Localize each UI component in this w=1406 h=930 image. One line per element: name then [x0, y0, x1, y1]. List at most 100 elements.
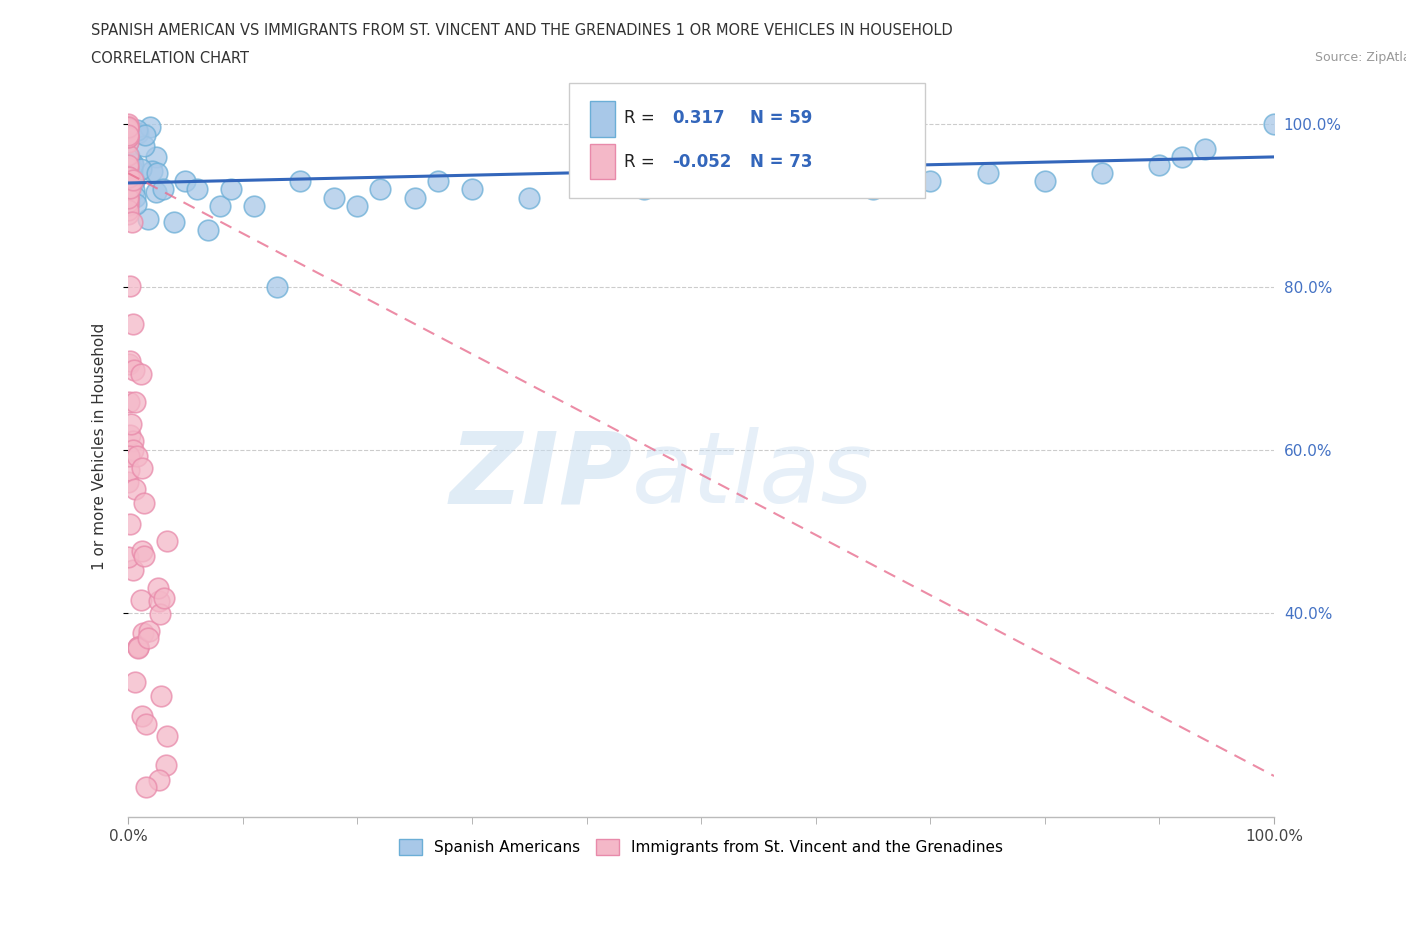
Point — [368, 182, 391, 197]
Point — [117, 188, 139, 203]
Point — [156, 533, 179, 548]
Point — [118, 357, 141, 372]
Point — [1091, 166, 1114, 180]
Point — [146, 166, 169, 180]
Point — [1033, 174, 1056, 189]
Point — [131, 461, 153, 476]
Point — [121, 173, 143, 188]
Point — [121, 214, 143, 229]
Point — [461, 182, 484, 197]
Point — [122, 182, 145, 197]
Point — [118, 449, 141, 464]
Text: SPANISH AMERICAN VS IMMIGRANTS FROM ST. VINCENT AND THE GRENADINES 1 OR MORE VEH: SPANISH AMERICAN VS IMMIGRANTS FROM ST. … — [91, 23, 953, 38]
Point — [117, 191, 139, 206]
Point — [862, 182, 884, 197]
Point — [117, 161, 139, 176]
Point — [122, 175, 145, 190]
Point — [117, 191, 139, 206]
Point — [118, 175, 141, 190]
Point — [122, 433, 145, 448]
Point — [117, 181, 139, 196]
Point — [148, 773, 170, 788]
Point — [117, 135, 139, 150]
Point — [117, 148, 139, 163]
Point — [132, 496, 155, 511]
Point — [118, 279, 141, 294]
Point — [118, 194, 141, 209]
Point — [117, 123, 139, 138]
Point — [1149, 157, 1171, 172]
Text: Source: ZipAtlas.com: Source: ZipAtlas.com — [1315, 51, 1406, 64]
FancyBboxPatch shape — [569, 83, 925, 198]
Point — [120, 428, 142, 443]
Point — [131, 543, 153, 558]
Point — [155, 758, 177, 773]
Point — [127, 639, 149, 654]
Text: 0.317: 0.317 — [672, 109, 725, 126]
Point — [121, 163, 143, 178]
Point — [118, 150, 141, 165]
Point — [125, 196, 148, 211]
Text: R =: R = — [624, 153, 661, 171]
Point — [138, 120, 160, 135]
Point — [138, 631, 160, 645]
Point — [117, 462, 139, 477]
Point — [129, 366, 152, 381]
Point — [132, 626, 155, 641]
Point — [127, 640, 149, 655]
Point — [146, 580, 169, 595]
Point — [346, 198, 368, 213]
Point — [122, 363, 145, 378]
Point — [117, 120, 139, 135]
Text: ZIP: ZIP — [450, 427, 633, 525]
Point — [117, 184, 139, 199]
Point — [208, 198, 231, 213]
Point — [118, 516, 141, 531]
Point — [148, 594, 170, 609]
Point — [127, 641, 149, 656]
Point — [156, 728, 179, 743]
Point — [221, 182, 243, 197]
Point — [197, 223, 219, 238]
Point — [120, 353, 142, 368]
Point — [117, 129, 139, 144]
Point — [127, 126, 149, 140]
Point — [122, 156, 145, 171]
Point — [117, 129, 139, 144]
Point — [152, 591, 174, 605]
Point — [124, 395, 146, 410]
Point — [136, 211, 159, 226]
Point — [690, 174, 713, 189]
FancyBboxPatch shape — [591, 101, 616, 137]
Point — [117, 118, 139, 133]
Point — [575, 174, 598, 189]
Point — [1194, 141, 1216, 156]
Y-axis label: 1 or more Vehicles in Household: 1 or more Vehicles in Household — [93, 323, 107, 570]
Point — [976, 166, 998, 180]
Point — [121, 316, 143, 331]
Point — [117, 203, 139, 218]
Point — [1171, 150, 1194, 165]
Text: N = 73: N = 73 — [751, 153, 813, 171]
Point — [117, 134, 139, 149]
Point — [117, 116, 139, 131]
Point — [134, 127, 156, 142]
Point — [426, 174, 449, 189]
Point — [141, 164, 163, 179]
Point — [747, 174, 769, 189]
Text: R =: R = — [624, 109, 661, 126]
Point — [124, 190, 146, 205]
Point — [117, 187, 139, 202]
Point — [117, 169, 139, 184]
Point — [118, 169, 141, 184]
Point — [288, 174, 311, 189]
Point — [127, 448, 149, 463]
Point — [117, 129, 139, 144]
Point — [1263, 117, 1285, 132]
Point — [920, 174, 942, 189]
Point — [404, 191, 426, 206]
Point — [117, 181, 139, 196]
Point — [117, 157, 139, 172]
Point — [118, 180, 141, 195]
Point — [323, 191, 346, 206]
